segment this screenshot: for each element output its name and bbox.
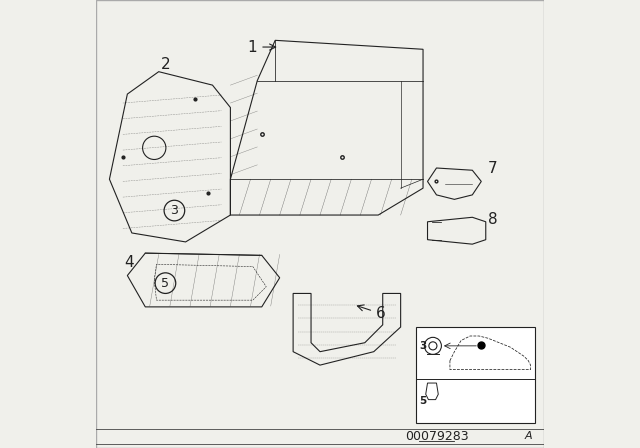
Text: 5: 5 — [419, 396, 427, 406]
Text: 4: 4 — [124, 254, 134, 270]
Text: 5: 5 — [161, 276, 170, 290]
Text: 00079283: 00079283 — [404, 430, 468, 443]
Text: 3: 3 — [170, 204, 179, 217]
Text: 2: 2 — [161, 57, 170, 73]
Text: 6: 6 — [357, 305, 386, 321]
Text: 1: 1 — [248, 39, 276, 55]
Text: A: A — [525, 431, 532, 441]
Text: 8: 8 — [488, 212, 498, 227]
Text: 7: 7 — [488, 160, 498, 176]
Text: 3: 3 — [419, 341, 427, 351]
FancyBboxPatch shape — [417, 327, 535, 423]
